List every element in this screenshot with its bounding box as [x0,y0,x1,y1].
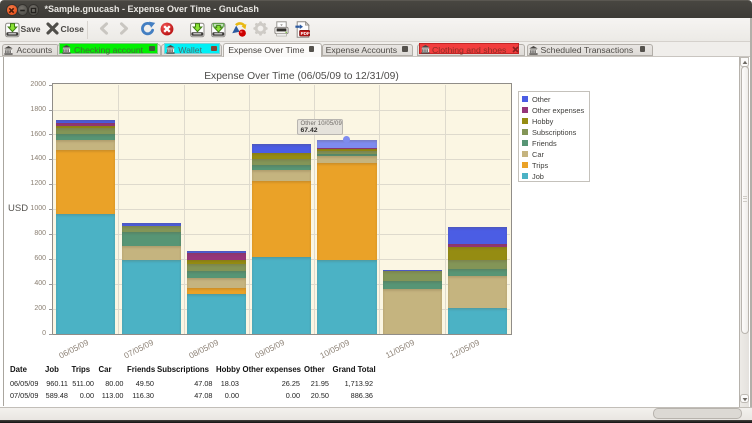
svg-text:PDF: PDF [300,30,309,35]
